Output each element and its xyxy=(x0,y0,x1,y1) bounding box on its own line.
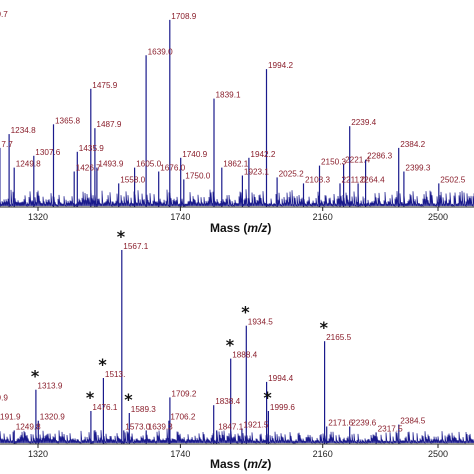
top-peak-label-12: 1605.0 xyxy=(136,160,161,169)
bottom-peak-label-5: 1476.1 xyxy=(92,403,117,412)
bottom-peak-label-2: 1249.8 xyxy=(16,422,41,431)
top-x-axis-title-italic: m/z xyxy=(247,221,267,235)
bottom-x-axis-title-italic: m/z xyxy=(247,457,267,471)
top-peak-label-1: 7.7 xyxy=(1,140,13,149)
top-peak-label-30: 2286.3 xyxy=(367,152,392,161)
bottom-peak-label-17: 1934.5 xyxy=(248,318,273,327)
bottom-peak-star-19: * xyxy=(263,388,272,407)
top-peak-label-10: 1493.9 xyxy=(98,160,123,169)
bottom-peak-label-9: 1589.3 xyxy=(131,405,156,414)
top-peak-label-8: 1475.9 xyxy=(92,81,117,90)
top-x-tick-label-2: 2160 xyxy=(313,212,333,222)
top-peak-label-25: 2150.3 xyxy=(321,158,346,167)
bottom-x-tick-label-1: 1740 xyxy=(170,449,190,459)
top-peak-label-18: 1839.1 xyxy=(216,91,241,100)
top-peak-label-11: 1558.0 xyxy=(120,175,145,184)
top-peak-label-4: 1307.6 xyxy=(35,148,60,157)
bottom-spectrum-peaks xyxy=(13,250,400,444)
bottom-peak-label-0: 79.9 xyxy=(0,393,8,402)
top-x-axis-title: Mass (m/z) xyxy=(210,221,271,235)
top-peak-label-27: 2221.4 xyxy=(345,156,370,165)
bottom-peak-label-23: 2317.5 xyxy=(378,424,403,433)
top-x-tick-label-3: 2500 xyxy=(428,212,448,222)
top-spectrum-peaks xyxy=(0,19,440,207)
top-peak-label-33: 2502.5 xyxy=(440,175,465,184)
bottom-peak-stars: ********* xyxy=(31,227,329,409)
top-peak-label-23: 2025.2 xyxy=(279,169,304,178)
top-x-axis-title-end: ) xyxy=(267,221,271,235)
bottom-peak-star-6: * xyxy=(98,355,107,374)
bottom-peak-label-8: 1573.0 xyxy=(125,422,150,431)
top-peak-label-9: 1487.9 xyxy=(96,120,121,129)
top-peak-label-2: 1234.8 xyxy=(11,126,36,135)
top-peak-label-26: 2211.0 xyxy=(342,175,367,184)
bottom-peak-star-20: * xyxy=(320,318,329,337)
top-x-tick-label-0: 1320 xyxy=(28,212,48,222)
top-peak-label-7: 1426.7 xyxy=(76,164,101,173)
bottom-peak-label-12: 1709.2 xyxy=(171,389,196,398)
bottom-x-axis-ticks: 1320 1740 2160 2500 xyxy=(28,444,448,459)
bottom-peak-star-3: * xyxy=(31,367,40,386)
bottom-x-axis-title-end: ) xyxy=(267,457,271,471)
top-peak-label-6: 1435.9 xyxy=(79,144,104,153)
bottom-peak-star-15: * xyxy=(226,336,235,355)
top-peak-label-19: 1862.1 xyxy=(223,160,248,169)
bottom-peak-label-22: 2239.6 xyxy=(351,419,376,428)
top-x-axis-title-main: Mass ( xyxy=(210,221,247,235)
top-peak-label-16: 1740.9 xyxy=(182,150,207,159)
bottom-peak-star-5: * xyxy=(86,388,95,407)
bottom-x-axis-title: Mass (m/z) xyxy=(210,457,271,471)
bottom-peak-label-14: 1847.1 xyxy=(218,422,243,431)
bottom-peak-label-18: 1994.4 xyxy=(268,374,293,383)
bottom-peak-label-10: 1639.3 xyxy=(148,422,173,431)
top-peak-label-32: 2399.3 xyxy=(405,164,430,173)
bottom-peak-label-6: 1513. xyxy=(105,370,126,379)
bottom-x-tick-label-0: 1320 xyxy=(28,449,48,459)
bottom-peak-label-1: 1191.9 xyxy=(0,413,21,422)
top-peak-label-15: 1708.9 xyxy=(171,12,196,21)
top-peak-label-0: 79.7 xyxy=(0,10,8,19)
top-peak-label-17: 1750.0 xyxy=(185,171,210,180)
top-peak-label-3: 1249.8 xyxy=(16,160,41,169)
top-x-tick-label-1: 1740 xyxy=(170,212,190,222)
bottom-peak-star-9: * xyxy=(124,390,133,409)
bottom-peak-star-7: * xyxy=(117,227,126,246)
bottom-peak-label-20: 2165.5 xyxy=(326,333,351,342)
bottom-x-tick-label-3: 2500 xyxy=(428,449,448,459)
top-baseline-trace xyxy=(0,189,474,208)
top-peak-labels: 79.7 7.7 1234.8 1249.8 1307.6 1365.8 1435.9 142… xyxy=(0,10,466,184)
bottom-peak-label-21: 2171.6 xyxy=(328,419,353,428)
bottom-peak-label-15: 1888.4 xyxy=(232,351,257,360)
bottom-peak-label-13: 1838.4 xyxy=(215,397,240,406)
bottom-peak-star-17: * xyxy=(241,303,250,322)
bottom-spectrum-noise xyxy=(0,429,474,445)
top-peak-label-5: 1365.8 xyxy=(55,116,80,125)
top-x-axis-ticks: 1320 1740 2160 2500 xyxy=(28,207,448,222)
bottom-peak-label-11: 1706.2 xyxy=(170,413,195,422)
bottom-baseline-trace xyxy=(0,429,474,445)
bottom-peak-label-24: 2384.5 xyxy=(400,417,425,426)
top-peak-label-22: 1994.2 xyxy=(268,61,293,70)
top-peak-label-21: 1942.2 xyxy=(250,150,275,159)
bottom-x-axis-title-main: Mass ( xyxy=(210,457,247,471)
top-peak-label-14: 1676.0 xyxy=(160,164,185,173)
bottom-peak-label-7: 1567.1 xyxy=(123,242,148,251)
top-peak-label-20: 1923.1 xyxy=(244,168,269,177)
top-peak-label-31: 2384.2 xyxy=(400,140,425,149)
top-peak-label-28: 2239.4 xyxy=(351,118,376,127)
top-peak-label-13: 1639.0 xyxy=(148,47,173,56)
top-spectrum-panel: 79.7 7.7 1234.8 1249.8 1307.6 1365.8 1435.9 142… xyxy=(0,10,474,235)
bottom-peak-label-19: 1999.6 xyxy=(270,403,295,412)
top-spectrum-noise xyxy=(0,189,474,208)
bottom-x-tick-label-2: 2160 xyxy=(313,449,333,459)
bottom-peak-label-4: 1320.9 xyxy=(40,413,65,422)
bottom-peak-label-3: 1313.9 xyxy=(37,382,62,391)
top-peak-label-29: 2264.4 xyxy=(360,175,385,184)
top-peak-label-24: 2103.3 xyxy=(305,175,330,184)
bottom-peak-label-16: 1921.5 xyxy=(243,421,268,430)
